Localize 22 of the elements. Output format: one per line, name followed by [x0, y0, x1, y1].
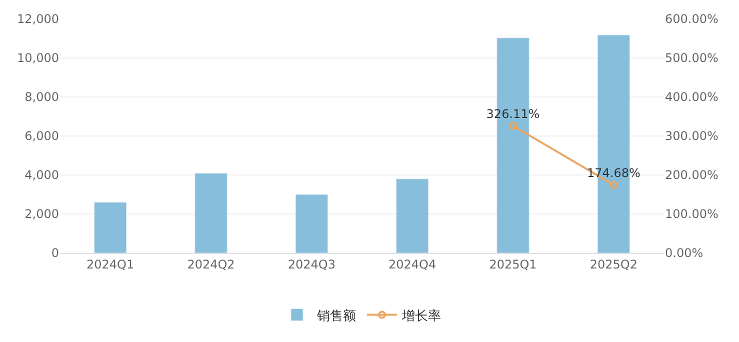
y-tick-label: 2,000 — [24, 207, 59, 222]
x-tick-label: 2025Q1 — [489, 257, 537, 272]
y2-tick-label: 200.00% — [665, 168, 718, 182]
y2-tick-label: 400.00% — [665, 90, 718, 104]
legend-label: 销售额 — [316, 308, 356, 324]
y-tick-label: 6,000 — [24, 129, 59, 144]
legend-label: 增长率 — [401, 308, 441, 324]
y-tick-label: 10,000 — [17, 51, 59, 66]
y-tick-label: 12,000 — [17, 12, 59, 26]
y2-tick-label: 100.00% — [665, 207, 718, 222]
y-tick-label: 0 — [51, 246, 59, 260]
x-tick-label: 2024Q2 — [187, 257, 235, 272]
x-tick-label: 2025Q2 — [590, 257, 638, 272]
y2-tick-label: 500.00% — [665, 51, 718, 66]
y2-tick-label: 300.00% — [665, 129, 718, 144]
y-tick-label: 4,000 — [24, 168, 59, 182]
x-tick-label: 2024Q4 — [388, 257, 436, 272]
y-tick-label: 8,000 — [24, 90, 59, 104]
y2-tick-label: 600.00% — [665, 12, 718, 26]
y2-tick-label: 0.00% — [665, 246, 704, 260]
x-tick-label: 2024Q3 — [288, 257, 336, 272]
x-tick-label: 2024Q1 — [86, 257, 134, 272]
